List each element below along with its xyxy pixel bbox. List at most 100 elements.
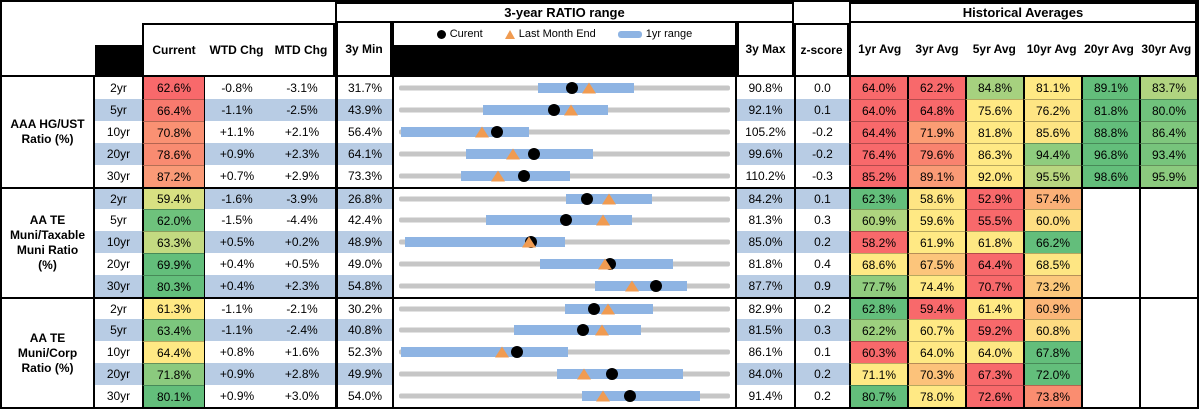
historical-avg-cell: 59.4% (907, 297, 965, 319)
tenor-cell: 30yr (106, 389, 131, 403)
tenor-cell: 2yr (95, 187, 142, 209)
range-chart-cell (392, 297, 737, 319)
min-3y-cell: 73.3% (335, 165, 392, 187)
historical-avg-cell: 61.9% (907, 231, 965, 253)
current-dot-marker (623, 390, 636, 402)
min-3y-cell: 64.1% (335, 143, 392, 165)
one-year-range-bar (485, 215, 633, 225)
zscore-cell: 0.1 (794, 99, 849, 121)
max-3y-cell: 92.1% (737, 99, 794, 121)
max-3y-cell: 84.0% (737, 363, 794, 385)
current-value-cell: 80.1% (142, 385, 204, 407)
tenor-cell: 2yr (95, 297, 142, 319)
historical-avg-cell: 64.0% (965, 341, 1023, 363)
historical-avg-cell: 64.4% (849, 121, 907, 143)
zscore-cell: -0.3 (794, 165, 849, 187)
tenor-cell: 5yr (110, 213, 127, 227)
mtd-change-cell: -3.1% (286, 81, 318, 95)
historical-avg-cell: 60.3% (849, 341, 907, 363)
historical-avg-cell: 67.8% (1023, 341, 1081, 363)
wtd-change-cell: -1.1% (204, 99, 269, 121)
current-value-cell: 87.2% (142, 165, 204, 187)
last-month-end-triangle-marker (602, 193, 617, 205)
last-month-end-triangle-marker (475, 126, 490, 138)
historical-avg-cell: 83.7% (1139, 77, 1197, 99)
min-3y-cell: 48.9% (335, 231, 392, 253)
zscore-cell: 0.2 (794, 297, 849, 319)
historical-avg-cell: 55.5% (965, 209, 1023, 231)
current-dot-marker (588, 303, 601, 315)
change-columns-header: Current WTD Chg MTD Chg (142, 23, 335, 77)
historical-avg-cell: 70.3% (907, 363, 965, 385)
wtd-change-cell: -0.8% (204, 77, 269, 99)
historical-avg-cell: 62.2% (907, 77, 965, 99)
avg-5yr-column-header: 5yr Avg (972, 42, 1016, 56)
current-dot-marker (511, 346, 524, 358)
current-column-header: Current (152, 43, 196, 57)
max-3y-column-header: 3y Max (737, 23, 794, 77)
max-3y-cell: 99.6% (737, 143, 794, 165)
historical-avg-cell: 71.9% (907, 121, 965, 143)
blank-avg-cell (1081, 297, 1139, 407)
last-month-end-triangle-marker (625, 280, 640, 292)
range-chart-cell (392, 385, 737, 407)
one-year-range-bar (582, 391, 700, 401)
tenor-cell: 20yr (95, 363, 142, 385)
wtd-change-cell: +0.9% (204, 363, 269, 385)
historical-avg-cell: 68.5% (1023, 253, 1081, 275)
historical-avg-cell: 93.4% (1139, 143, 1197, 165)
range-chart-cell (392, 231, 737, 253)
historical-averages-title: Historical Averages (849, 2, 1197, 23)
black-fill-bar (394, 45, 735, 75)
min-3y-cell: 26.8% (335, 187, 392, 209)
current-value-cell: 61.3% (142, 297, 204, 319)
max-3y-cell: 82.9% (737, 297, 794, 319)
min-3y-cell: 42.4% (335, 209, 392, 231)
historical-avg-cell: 84.8% (965, 77, 1023, 99)
max-3y-cell: 87.7% (737, 275, 794, 297)
current-dot-marker (576, 324, 589, 336)
last-month-end-triangle-marker (494, 346, 509, 358)
historical-avg-cell: 74.4% (907, 275, 965, 297)
wtd-change-cell: +0.5% (204, 231, 269, 253)
mtd-change-cell: +2.3% (269, 275, 335, 297)
historical-avg-cell: 61.8% (965, 231, 1023, 253)
legend-current-label: Curent (449, 28, 483, 40)
zscore-cell: 0.1 (794, 187, 849, 209)
range-track (399, 196, 730, 202)
max-3y-cell: 84.2% (737, 187, 794, 209)
historical-avg-cell: 62.2% (849, 319, 907, 341)
range-chart-cell (392, 143, 737, 165)
current-value-cell: 62.0% (142, 209, 204, 231)
max-3y-cell: 81.5% (737, 319, 794, 341)
current-value-cell: 64.4% (142, 341, 204, 363)
range-chart-cell (392, 319, 737, 341)
historical-avg-cell: 79.6% (907, 143, 965, 165)
range-track (399, 129, 730, 135)
historical-avg-cell: 73.2% (1023, 275, 1081, 297)
current-value-cell: 66.4% (142, 99, 204, 121)
current-dot-marker (566, 82, 579, 94)
max-3y-cell: 91.4% (748, 389, 783, 403)
mtd-change-cell: -3.9% (269, 187, 335, 209)
tenor-cell: 30yr (106, 169, 131, 183)
historical-avg-cell: 58.2% (849, 231, 907, 253)
wtd-change-cell: +1.1% (204, 121, 269, 143)
current-dot-marker (517, 170, 530, 182)
current-value-cell: 63.4% (142, 319, 204, 341)
range-track (399, 306, 730, 312)
one-year-range-bar (400, 347, 569, 357)
last-month-end-triangle-marker (505, 148, 520, 160)
historical-avg-cell: 60.9% (849, 209, 907, 231)
min-3y-cell: 43.9% (335, 99, 392, 121)
wtd-change-cell: -1.5% (204, 209, 269, 231)
current-dot-marker (580, 193, 593, 205)
range-chart-header: Curent Last Month End 1yr range (392, 23, 737, 77)
range-chart-cell (392, 253, 737, 275)
mtd-change-column-header: MTD Chg (274, 43, 328, 57)
current-dot-marker (605, 368, 618, 380)
wtd-change-column-header: WTD Chg (209, 43, 264, 57)
group-label: AA TE Muni/Taxable Muni Ratio (%) (2, 187, 95, 297)
historical-avg-cell: 64.0% (849, 77, 907, 99)
current-dot-marker (649, 280, 662, 292)
